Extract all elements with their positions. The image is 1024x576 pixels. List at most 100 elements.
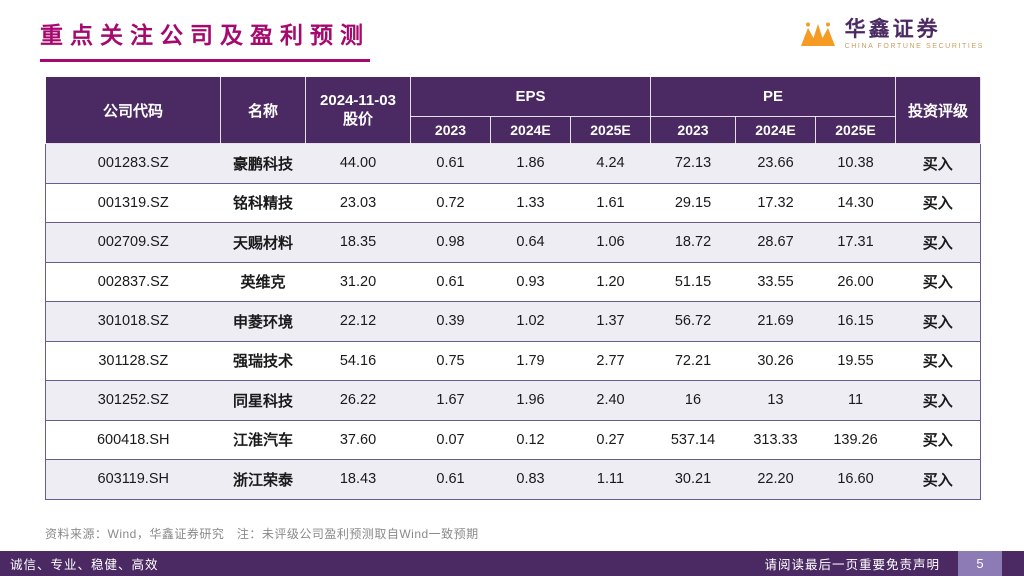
- investment-rating: 买入: [895, 420, 982, 460]
- col-eps-2024e: 2024E: [490, 116, 571, 144]
- pe-2025e: 139.26: [815, 420, 896, 460]
- pe-2025e: 17.31: [815, 222, 896, 263]
- pe-2023: 29.15: [650, 183, 736, 223]
- pe-2024e: 30.26: [735, 341, 816, 381]
- source-footnote: 资料来源：Wind，华鑫证券研究 注：未评级公司盈利预测取自Wind一致预期: [45, 527, 479, 541]
- pe-2024e: 28.67: [735, 222, 816, 263]
- pe-2023: 537.14: [650, 420, 736, 460]
- table-header-row-1: 公司代码 名称 2024-11-03 股价 EPS PE 投资评级: [45, 76, 982, 144]
- eps-2025e: 1.11: [570, 459, 651, 500]
- forecast-table-wrap: 公司代码 名称 2024-11-03 股价 EPS PE 投资评级 2023 2…: [45, 76, 982, 500]
- page-title: 重点关注公司及盈利预测: [40, 16, 370, 62]
- stock-price: 31.20: [305, 262, 411, 302]
- eps-2025e: 0.27: [570, 420, 651, 460]
- huaxin-logo-icon: [800, 22, 835, 47]
- table-row: 002837.SZ 英维克 31.20 0.61 0.93 1.20 51.15 33.55 2…: [45, 262, 982, 302]
- col-header-code: 公司代码: [45, 76, 221, 144]
- company-code: 600418.SH: [45, 420, 221, 460]
- company-name: 浙江荣泰: [220, 459, 306, 500]
- footer-disclaimer: 请阅读最后一页重要免责声明: [764, 558, 940, 572]
- company-logo: 华鑫证券 CHINA FORTUNE SECURITIES: [799, 18, 984, 51]
- eps-2025e: 1.37: [570, 301, 651, 342]
- col-group-eps: EPS: [410, 76, 651, 117]
- company-name: 同星科技: [220, 380, 306, 421]
- company-name: 申菱环境: [220, 301, 306, 342]
- investment-rating: 买入: [895, 459, 982, 500]
- col-header-price: 2024-11-03 股价: [305, 76, 411, 144]
- pe-2025e: 19.55: [815, 341, 896, 381]
- pe-2023: 72.13: [650, 143, 736, 184]
- company-code: 001283.SZ: [45, 143, 221, 184]
- eps-2024e: 0.12: [490, 420, 571, 460]
- pe-2025e: 14.30: [815, 183, 896, 223]
- table-row: 603119.SH 浙江荣泰 18.43 0.61 0.83 1.11 30.21 22.20…: [45, 459, 982, 500]
- eps-2023: 0.72: [410, 183, 491, 223]
- eps-2025e: 2.40: [570, 380, 651, 421]
- stock-price: 44.00: [305, 143, 411, 184]
- pe-2024e: 313.33: [735, 420, 816, 460]
- stock-price: 22.12: [305, 301, 411, 342]
- logo-text: 华鑫证券 CHINA FORTUNE SECURITIES: [845, 18, 984, 51]
- pe-2025e: 16.15: [815, 301, 896, 342]
- investment-rating: 买入: [895, 222, 982, 263]
- pe-2023: 72.21: [650, 341, 736, 381]
- pe-2023: 51.15: [650, 262, 736, 302]
- eps-2025e: 1.20: [570, 262, 651, 302]
- col-group-pe: PE: [649, 76, 897, 117]
- eps-2025e: 1.06: [570, 222, 651, 263]
- table-row: 600418.SH 江淮汽车 37.60 0.07 0.12 0.27 537.14 313.…: [45, 420, 982, 460]
- eps-2023: 0.75: [410, 341, 491, 381]
- pe-2025e: 11: [815, 380, 896, 421]
- pe-2024e: 13: [735, 380, 816, 421]
- eps-2024e: 1.33: [490, 183, 571, 223]
- price-label: 股价: [342, 111, 373, 128]
- table-row: 301252.SZ 同星科技 26.22 1.67 1.96 2.40 16 13 11 买入: [45, 380, 982, 421]
- investment-rating: 买入: [895, 301, 982, 342]
- company-name: 英维克: [220, 262, 306, 302]
- footer-slogan: 诚信、专业、稳健、高效: [10, 558, 159, 572]
- company-code: 001319.SZ: [45, 183, 221, 223]
- col-pe-2023: 2023: [650, 116, 736, 144]
- company-name: 天赐材料: [220, 222, 306, 263]
- table-header-row-2: 2023 2024E 2025E 2023 2024E 2025E: [46, 116, 981, 144]
- pe-2025e: 26.00: [815, 262, 896, 302]
- stock-price: 54.16: [305, 341, 411, 381]
- pe-2023: 56.72: [650, 301, 736, 342]
- table-row: 301018.SZ 申菱环境 22.12 0.39 1.02 1.37 56.72 21.69…: [45, 301, 982, 342]
- col-pe-2024e: 2024E: [735, 116, 816, 144]
- pe-2025e: 10.38: [815, 143, 896, 184]
- eps-2025e: 1.61: [570, 183, 651, 223]
- table-row: 301128.SZ 强瑞技术 54.16 0.75 1.79 2.77 72.21 30.26…: [45, 341, 982, 381]
- company-code: 603119.SH: [45, 459, 221, 500]
- eps-2023: 0.61: [410, 262, 491, 302]
- eps-2024e: 1.96: [490, 380, 571, 421]
- page-number: 5: [958, 551, 1002, 576]
- col-eps-2023: 2023: [410, 116, 491, 144]
- col-header-name: 名称: [220, 76, 306, 144]
- stock-price: 18.35: [305, 222, 411, 263]
- investment-rating: 买入: [895, 341, 982, 381]
- company-code: 301128.SZ: [45, 341, 221, 381]
- table-row: 001319.SZ 铭科精技 23.03 0.72 1.33 1.61 29.15 17.32…: [45, 183, 982, 223]
- eps-2025e: 2.77: [570, 341, 651, 381]
- table-head: 公司代码 名称 2024-11-03 股价 EPS PE 投资评级 2023 2…: [45, 76, 982, 144]
- pe-2023: 18.72: [650, 222, 736, 263]
- table-row: 001283.SZ 豪鹏科技 44.00 0.61 1.86 4.24 72.13 23.66…: [45, 143, 982, 184]
- pe-2024e: 21.69: [735, 301, 816, 342]
- eps-2023: 1.67: [410, 380, 491, 421]
- investment-rating: 买入: [895, 262, 982, 302]
- logo-name: 华鑫证券: [844, 18, 941, 41]
- eps-2024e: 1.86: [490, 143, 571, 184]
- forecast-table: 公司代码 名称 2024-11-03 股价 EPS PE 投资评级 2023 2…: [45, 76, 982, 500]
- eps-2023: 0.07: [410, 420, 491, 460]
- eps-2024e: 1.02: [490, 301, 571, 342]
- table-row: 002709.SZ 天赐材料 18.35 0.98 0.64 1.06 18.72 28.67…: [45, 222, 982, 263]
- pe-2024e: 17.32: [735, 183, 816, 223]
- pe-2024e: 22.20: [735, 459, 816, 500]
- col-header-rating: 投资评级: [895, 76, 982, 144]
- company-name: 铭科精技: [220, 183, 306, 223]
- eps-2024e: 0.64: [490, 222, 571, 263]
- pe-2025e: 16.60: [815, 459, 896, 500]
- company-code: 301252.SZ: [45, 380, 221, 421]
